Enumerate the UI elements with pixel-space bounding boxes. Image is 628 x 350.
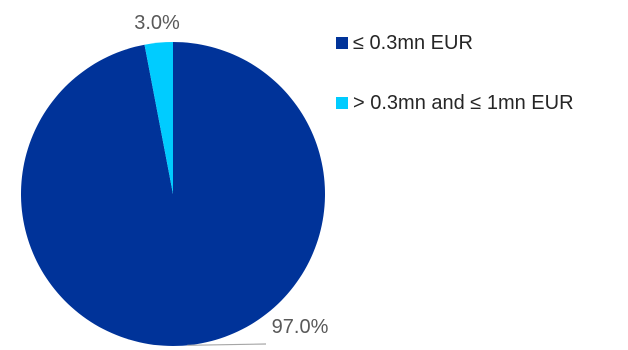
pie-slices (20, 42, 325, 346)
legend-swatch-le-0-3mn (336, 37, 348, 49)
leader-lines (187, 343, 267, 346)
legend-item-le-0-3mn: ≤ 0.3mn EUR (336, 30, 574, 56)
data-label-small-slice: 3.0% (134, 12, 180, 34)
data-label-large-slice: 97.0% (272, 316, 329, 338)
pie-slice-0-3-to-1mn (144, 42, 173, 194)
legend-label-le-0-3mn: ≤ 0.3mn EUR (353, 31, 473, 54)
legend-swatch-0-3-to-1mn (336, 97, 348, 109)
pie-slice-le-0-3mn (20, 42, 325, 346)
leader-line-large-slice (187, 343, 267, 346)
legend: ≤ 0.3mn EUR > 0.3mn and ≤ 1mn EUR (336, 30, 574, 150)
legend-item-0-3-to-1mn: > 0.3mn and ≤ 1mn EUR (336, 90, 574, 116)
legend-label-0-3-to-1mn: > 0.3mn and ≤ 1mn EUR (353, 91, 574, 114)
